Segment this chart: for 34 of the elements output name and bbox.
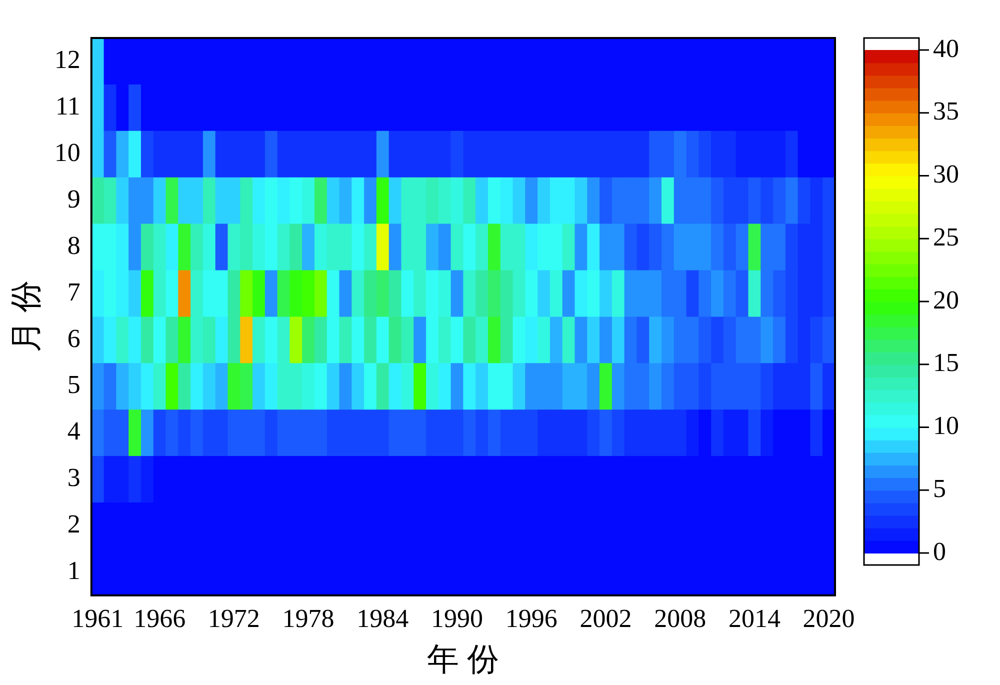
color-bar-label: 10	[933, 411, 959, 440]
y-tick-label: 1	[67, 556, 80, 586]
x-tick-label: 2002	[580, 604, 632, 633]
x-tick-label: 1966	[134, 604, 186, 633]
color-bar-label: 20	[933, 285, 959, 314]
y-tick-label: 5	[67, 370, 80, 400]
y-tick-label: 10	[54, 138, 80, 167]
y-tick-label: 6	[67, 324, 80, 353]
y-tick-label: 8	[67, 230, 80, 260]
y-tick-label: 4	[67, 416, 80, 446]
x-tick-label: 1990	[431, 604, 484, 633]
x-tick-label: 1978	[282, 604, 334, 633]
color-bar-label: 30	[933, 160, 959, 189]
x-axis-title: 年 份	[427, 641, 500, 678]
y-tick-label: 3	[67, 463, 80, 492]
x-tick-label: 1996	[505, 604, 558, 633]
x-tick-label: 2014	[728, 604, 780, 633]
color-bar-label: 0	[933, 536, 946, 566]
color-bar-label: 5	[933, 474, 946, 503]
x-tick-label: 1984	[356, 604, 409, 633]
y-axis-title: 月 份	[8, 280, 44, 353]
x-tick-label: 2020	[802, 604, 855, 633]
y-tick-label: 9	[67, 184, 80, 214]
x-tick-label: 1972	[208, 604, 260, 633]
y-tick-label: 11	[55, 92, 80, 121]
color-bar-label: 25	[933, 222, 959, 252]
y-tick-label: 12	[54, 45, 80, 74]
color-bar-label: 40	[933, 34, 959, 63]
y-tick-label: 7	[67, 277, 80, 306]
color-bar-label: 15	[933, 348, 959, 378]
x-tick-label: 2008	[654, 604, 706, 633]
x-tick-label: 1961	[72, 604, 124, 633]
color-bar-label: 35	[933, 96, 959, 126]
y-tick-label: 2	[67, 510, 80, 539]
